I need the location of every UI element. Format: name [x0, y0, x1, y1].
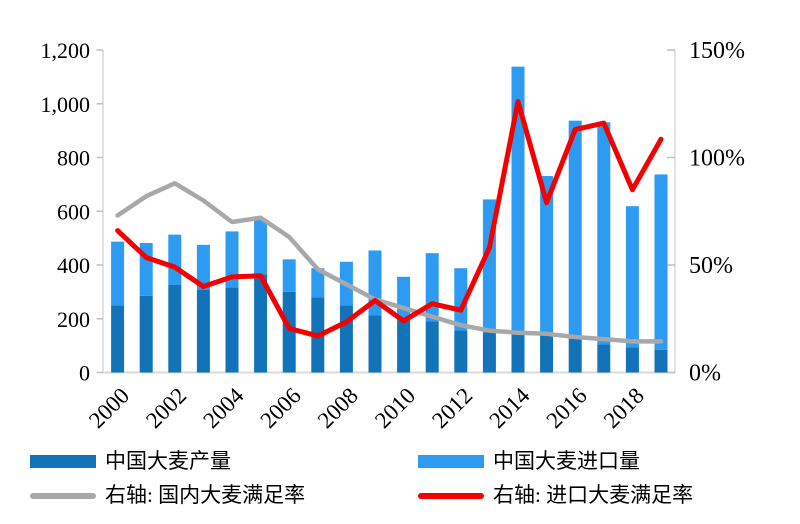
production-bar-swatch	[30, 455, 96, 468]
legend-label-imports: 中国大麦进口量	[493, 449, 640, 473]
x-axis-tick-label: 2004	[198, 383, 249, 434]
x-axis-tick-label: 2000	[84, 383, 134, 433]
bar-production	[139, 295, 153, 373]
domestic-rate-line-swatch	[30, 492, 96, 499]
bar-production	[482, 332, 496, 373]
legend-label-production: 中国大麦产量	[105, 449, 231, 473]
bar-production	[196, 289, 210, 373]
bar-production	[625, 347, 639, 373]
bar-production	[597, 344, 611, 373]
y-axis-left-tick-label: 1,000	[41, 92, 91, 117]
x-axis-tick-label: 2002	[141, 383, 191, 433]
y-axis-right-tick-label: 50%	[689, 253, 733, 279]
bar-production	[511, 333, 525, 373]
chart-legend: 中国大麦产量 中国大麦进口量 右轴: 国内大麦满足率 右轴: 进口大麦满足率	[30, 449, 775, 508]
y-axis-left-tick-label: 200	[57, 307, 90, 332]
y-axis-left-tick-label: 400	[57, 253, 90, 278]
bar-production	[168, 284, 182, 373]
bar-production	[254, 274, 268, 373]
bar-imports	[311, 268, 325, 298]
bar-production	[282, 291, 296, 373]
legend-label-domestic-rate: 右轴: 国内大麦满足率	[105, 483, 306, 507]
bar-production	[225, 287, 239, 373]
bar-imports	[454, 268, 468, 331]
bar-production	[454, 330, 468, 373]
imports-bar-swatch	[418, 455, 484, 468]
legend-item-production: 中国大麦产量	[30, 449, 418, 474]
bar-imports	[254, 219, 268, 275]
bar-production	[654, 349, 668, 373]
x-axis-tick-label: 2016	[542, 383, 592, 433]
bar-production	[397, 320, 411, 373]
bar-imports	[425, 253, 439, 322]
x-axis-tick-label: 2006	[256, 383, 306, 433]
bar-imports	[168, 234, 182, 285]
bar-imports	[511, 66, 525, 334]
bar-production	[425, 321, 439, 373]
y-axis-left-tick-label: 1,200	[41, 38, 91, 63]
legend-item-domestic-rate: 右轴: 国内大麦满足率	[30, 483, 418, 508]
bar-imports	[397, 276, 411, 321]
bar-imports	[111, 241, 125, 306]
bars	[111, 66, 668, 373]
y-axis-left-tick-label: 0	[79, 361, 90, 386]
bar-production	[368, 315, 382, 373]
line-domestic-rate	[115, 181, 664, 344]
bar-imports	[540, 176, 554, 335]
import-rate-line-swatch	[418, 492, 484, 499]
legend-label-import-rate: 右轴: 进口大麦满足率	[493, 483, 694, 507]
legend-item-imports: 中国大麦进口量	[418, 449, 775, 474]
bar-production	[111, 305, 125, 373]
x-axis-tick-label: 2008	[313, 383, 363, 433]
bar-imports	[282, 259, 296, 292]
bar-imports	[196, 244, 210, 290]
x-axis-tick-label: 2014	[484, 383, 535, 434]
axes: 0 200 400 600 800 1,000 1,200 0% 50% 100% 150% 2000…	[41, 38, 746, 433]
bar-imports	[568, 120, 582, 339]
bar-imports	[654, 174, 668, 350]
y-axis-right-tick-label: 0%	[689, 361, 721, 387]
y-axis-left-tick-label: 600	[57, 199, 90, 224]
x-axis-tick-label: 2012	[427, 383, 477, 433]
x-axis-tick-label: 2010	[370, 383, 420, 433]
bar-imports	[625, 206, 639, 348]
legend-item-import-rate: 右轴: 进口大麦满足率	[418, 483, 775, 508]
x-axis-tick-label: 2018	[599, 383, 649, 433]
bar-imports	[225, 231, 239, 288]
y-axis-left-tick-label: 800	[57, 146, 90, 171]
bar-imports	[597, 122, 611, 345]
bar-production	[568, 338, 582, 373]
y-axis-right-tick-label: 100%	[689, 146, 745, 172]
y-axis-right-tick-label: 150%	[689, 38, 745, 64]
line-import-rate	[115, 99, 664, 339]
bar-production	[339, 305, 353, 373]
bar-production	[540, 334, 554, 373]
